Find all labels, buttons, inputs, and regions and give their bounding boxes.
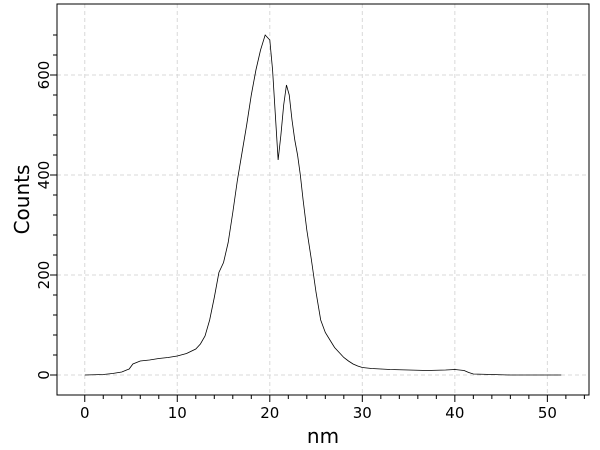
- x-tick-label: 0: [80, 404, 90, 422]
- y-tick-label: 400: [35, 161, 53, 190]
- y-tick-label: 600: [35, 61, 53, 90]
- plot-area: [57, 4, 589, 395]
- y-tick-label: 0: [35, 370, 53, 380]
- x-axis-title: nm: [307, 424, 339, 448]
- x-tick-label: 20: [260, 404, 279, 422]
- y-tick-label: 200: [35, 261, 53, 290]
- x-tick-label: 30: [353, 404, 372, 422]
- plot-frame: [56, 3, 590, 396]
- y-axis-title: Counts: [10, 165, 34, 235]
- x-tick-label: 40: [445, 404, 464, 422]
- x-tick-label: 10: [168, 404, 187, 422]
- x-tick-label: 50: [538, 404, 557, 422]
- series-line: [84, 34, 562, 376]
- axes: 0 10 20 30 40 50 0 200 400 600: [35, 3, 590, 422]
